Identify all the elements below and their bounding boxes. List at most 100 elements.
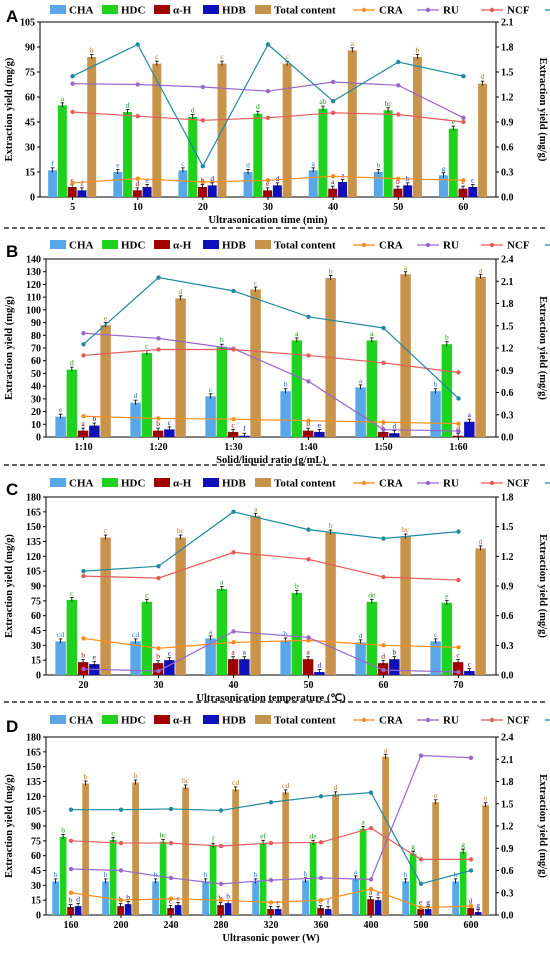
bar-totalcontent xyxy=(432,802,439,915)
bar-hdb xyxy=(274,909,282,915)
point-ru xyxy=(306,635,311,640)
legend-label: CRA xyxy=(379,478,403,490)
significance-letter: c xyxy=(155,52,159,61)
significance-letter: d xyxy=(275,174,279,183)
bar-totalcontent xyxy=(250,289,261,437)
point-cra xyxy=(265,178,271,183)
point-hdd xyxy=(265,42,271,47)
x-axis-label: Solid/liquid ratio (g/mL) xyxy=(216,455,326,466)
significance-letter: f xyxy=(243,424,246,433)
point-hdd xyxy=(368,790,374,795)
significance-letter: b xyxy=(284,629,288,638)
significance-letter: c xyxy=(181,159,185,168)
significance-letter: b xyxy=(304,869,308,878)
left-tick-label: 20 xyxy=(31,407,41,418)
bar-cha xyxy=(402,881,409,915)
left-tick-label: 150 xyxy=(26,762,41,773)
bar-cha xyxy=(48,170,58,197)
legend-swatch-hdc xyxy=(102,715,118,724)
significance-letter: b xyxy=(134,771,138,780)
left-tick-label: 100 xyxy=(26,305,41,316)
significance-letter: b xyxy=(69,896,73,905)
point-cra xyxy=(318,897,324,903)
significance-letter: de xyxy=(310,831,318,840)
significance-letter: d xyxy=(317,661,321,670)
significance-letter: c xyxy=(471,176,475,185)
legend-label: α-H xyxy=(173,240,192,252)
legend-label: CHA xyxy=(69,478,94,490)
point-ru xyxy=(218,881,224,887)
significance-letter: b xyxy=(284,380,288,389)
point-ru xyxy=(156,668,161,674)
point-hdd xyxy=(118,807,124,812)
bar-hdc xyxy=(123,112,133,197)
left-tick-label: 10 xyxy=(31,420,41,431)
x-tick-label: 280 xyxy=(214,920,229,931)
right-tick-label: 0.3 xyxy=(501,168,514,179)
significance-letter: a xyxy=(370,329,374,338)
bar-hdc xyxy=(66,369,78,437)
point-hdd xyxy=(156,275,161,280)
legend-swatch-h xyxy=(154,240,170,249)
left-tick-label: 90 xyxy=(25,43,35,54)
left-tick-label: 135 xyxy=(26,777,41,788)
significance-letter: c xyxy=(381,420,385,429)
bar-hdc xyxy=(66,599,78,675)
right-tick-label: 1.2 xyxy=(501,552,514,563)
bar-h xyxy=(267,909,274,915)
x-tick-label: 1:20 xyxy=(149,442,167,453)
significance-letter: e xyxy=(116,161,120,170)
point-ncf xyxy=(368,826,374,831)
right-tick-label: 1.5 xyxy=(501,321,514,332)
bar-cha xyxy=(243,172,253,197)
bar-hdb xyxy=(174,905,182,915)
point-ru xyxy=(306,379,311,384)
point-ru xyxy=(456,428,461,434)
point-hdd xyxy=(168,806,174,812)
right-tick-label: 2.4 xyxy=(501,733,514,744)
x-tick-label: 360 xyxy=(314,920,329,931)
bar-totalcontent xyxy=(400,274,411,437)
point-ru xyxy=(81,330,86,336)
significance-letter: c xyxy=(254,278,258,287)
bar-h xyxy=(77,430,89,437)
significance-letter: d xyxy=(76,895,80,904)
left-tick-label: 0 xyxy=(30,193,35,204)
point-ncf xyxy=(456,577,461,583)
left-tick-label: 50 xyxy=(31,369,41,380)
right-tick-label: 0.0 xyxy=(501,433,514,444)
bar-hdc xyxy=(448,128,458,197)
significance-letter: cd xyxy=(57,630,64,639)
legend-label: α-H xyxy=(173,715,192,727)
legend-label: RU xyxy=(443,715,459,727)
y-axis-label: Extraction yield (mg/g) xyxy=(4,534,15,638)
bar-cha xyxy=(55,416,66,437)
legend-marker xyxy=(489,480,495,486)
significance-letter: a xyxy=(341,171,345,180)
plot-frame xyxy=(45,258,497,438)
left-tick-label: 75 xyxy=(25,68,35,79)
bar-cha xyxy=(280,391,291,437)
x-tick-label: 320 xyxy=(264,920,279,931)
point-ncf xyxy=(118,840,124,846)
y-axis-label: Extraction yield (mg/g) xyxy=(4,296,15,400)
significance-letter: e xyxy=(104,314,108,323)
point-ncf xyxy=(81,573,86,579)
right-tick-label: 0.6 xyxy=(501,143,514,154)
point-ncf xyxy=(218,843,224,849)
legend-label: HDC xyxy=(121,240,146,252)
significance-letter: a xyxy=(220,577,224,586)
legend-swatch-totalcontent xyxy=(255,715,271,724)
x-tick-label: 30 xyxy=(263,202,273,213)
bar-hdc xyxy=(109,839,117,915)
left-tick-label: 45 xyxy=(31,626,41,637)
significance-letter: a xyxy=(404,263,408,272)
bar-totalcontent xyxy=(282,792,289,915)
left-tick-label: 0 xyxy=(36,911,41,922)
significance-letter: d xyxy=(191,106,195,115)
point-hdd xyxy=(456,396,461,401)
point-cra xyxy=(381,419,386,425)
point-cra xyxy=(468,903,474,909)
bar-hdc xyxy=(141,601,153,675)
